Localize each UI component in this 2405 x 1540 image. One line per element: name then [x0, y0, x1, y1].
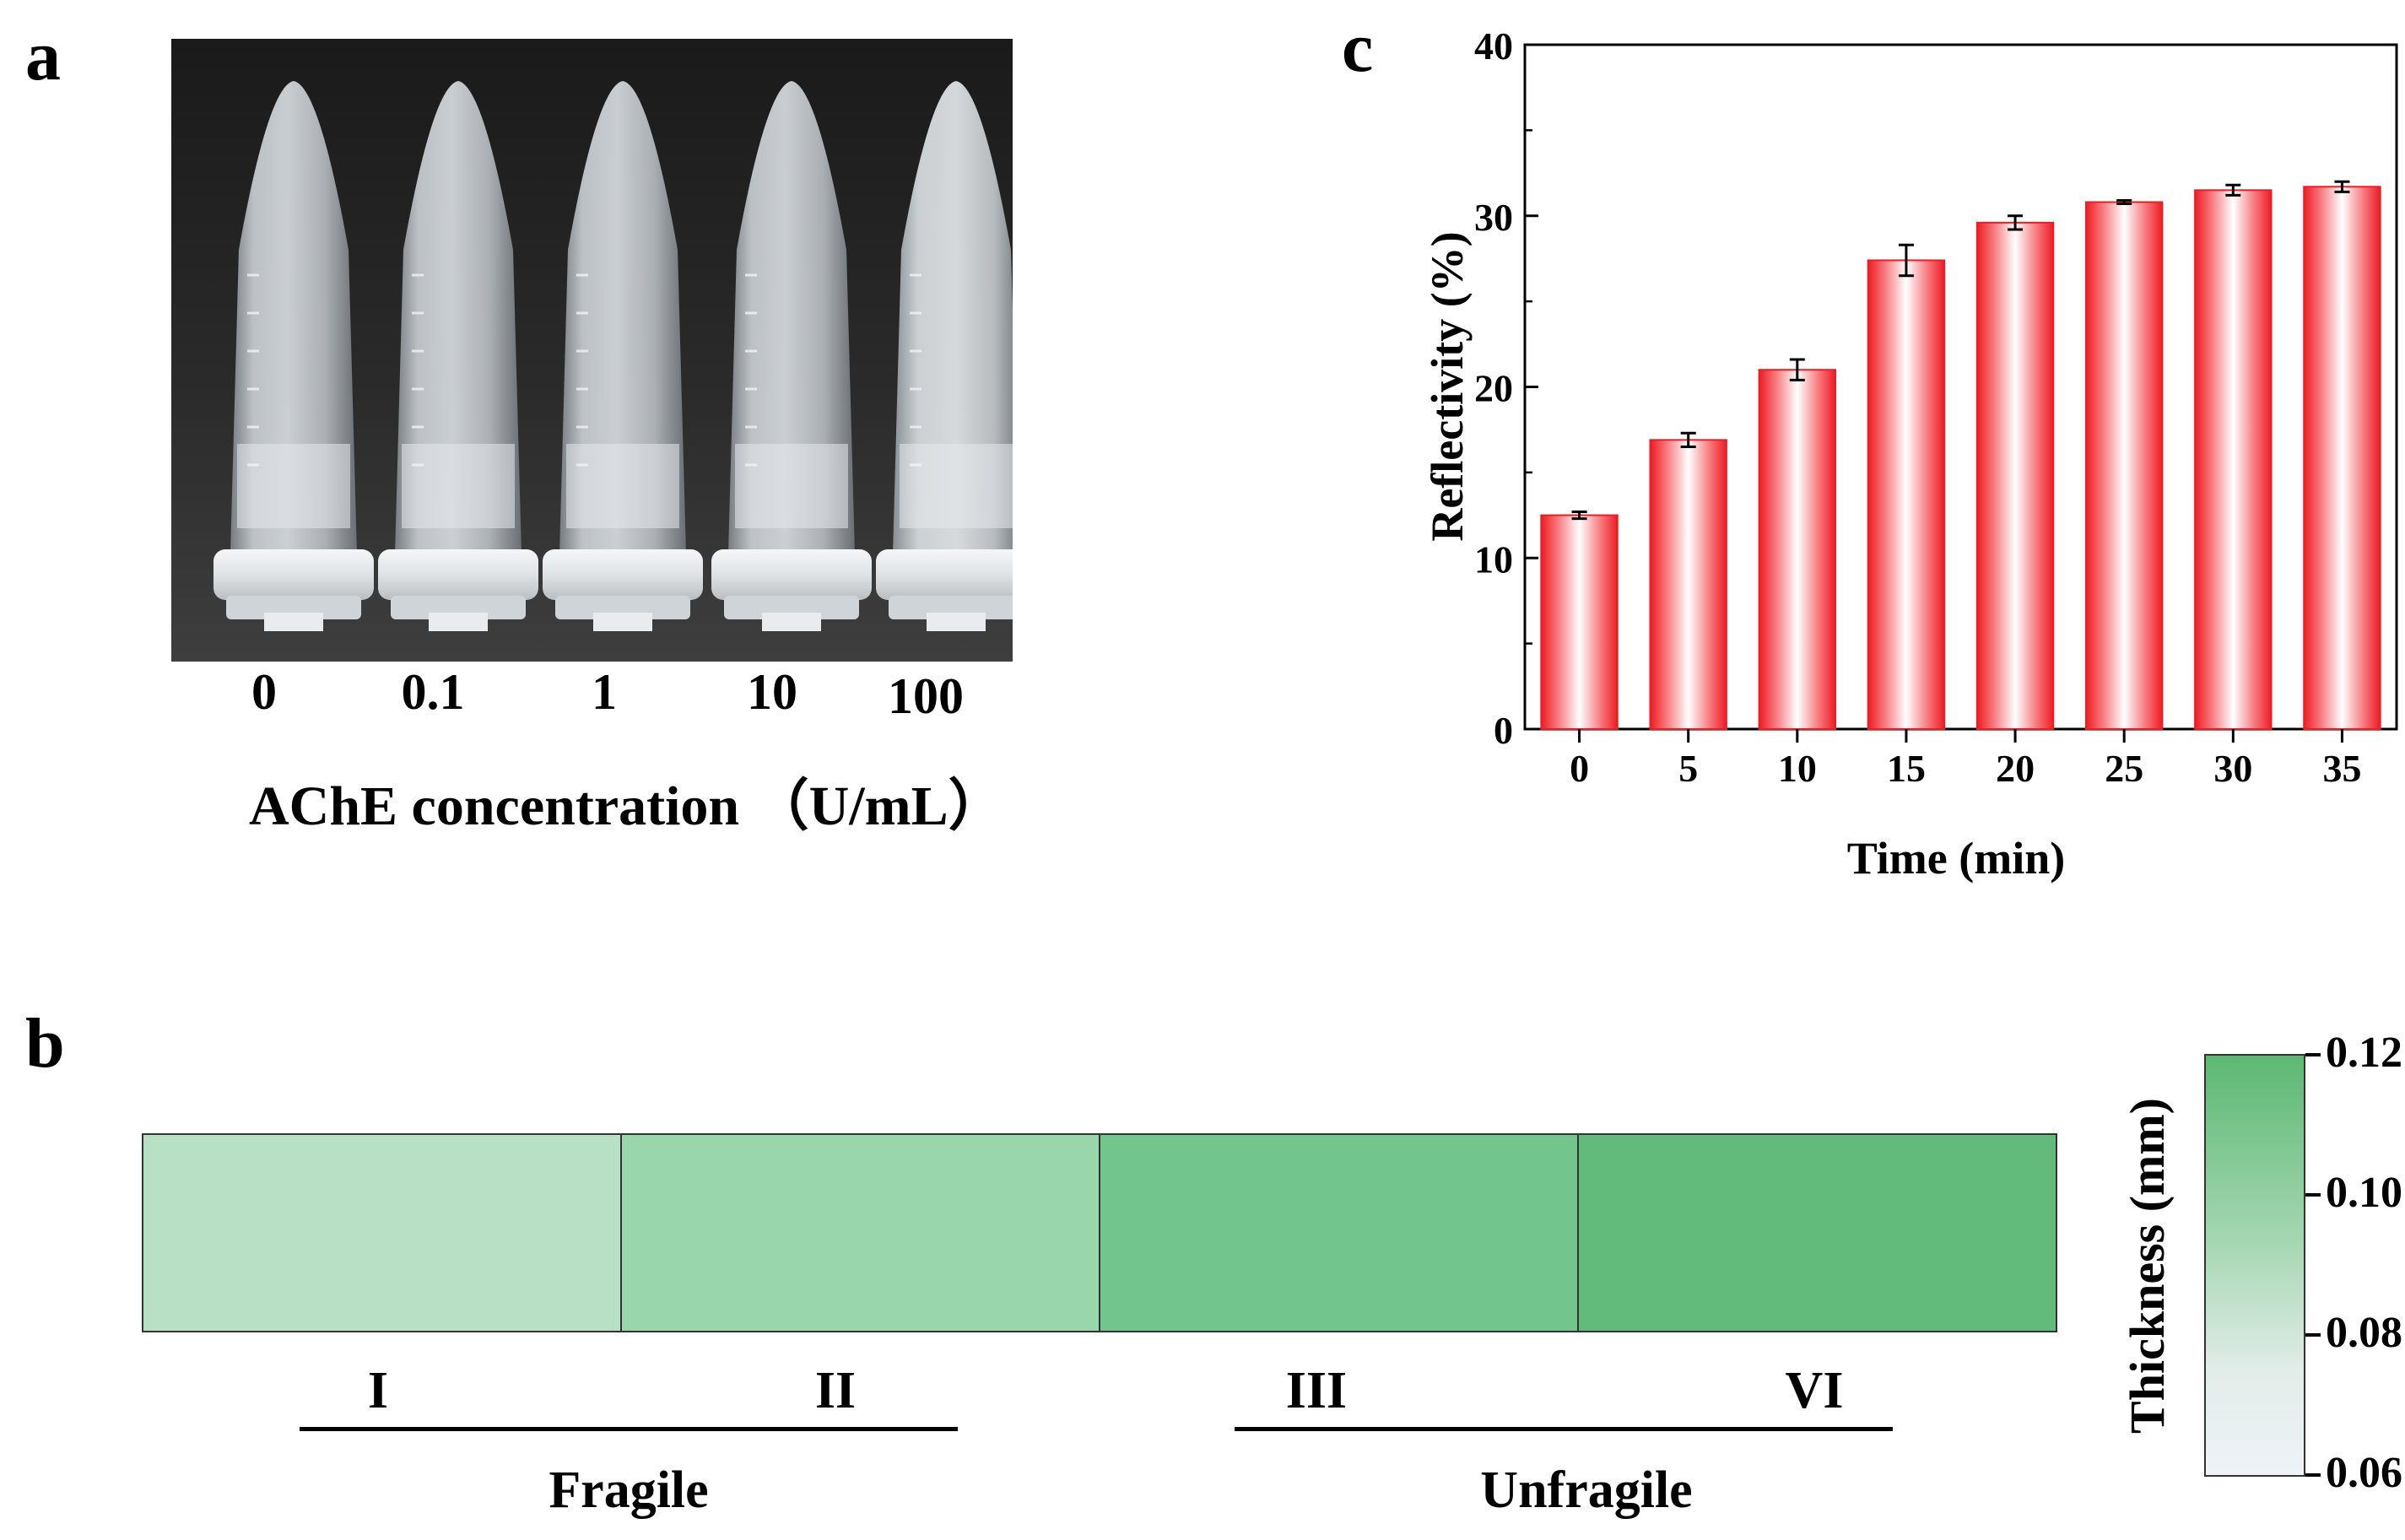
- bar: [1867, 259, 1946, 730]
- chart-y-axis-title: Reflectivity (%): [1422, 231, 1473, 542]
- x-tick-label: 10: [1778, 747, 1817, 790]
- segment-label: VI: [1785, 1362, 1844, 1419]
- panel-a-label: a: [25, 17, 61, 95]
- thickness-segment: [1577, 1135, 2056, 1331]
- concentration-label: 100: [888, 668, 964, 724]
- fragile-bracket-line: [300, 1427, 958, 1431]
- concentration-label: 0.1: [401, 664, 465, 720]
- group-label-fragile: Fragile: [549, 1462, 709, 1519]
- colorbar-tick-label: 0.12: [2326, 1029, 2402, 1077]
- group-label-unfragile: Unfragile: [1480, 1462, 1693, 1519]
- concentration-label: 10: [747, 664, 797, 720]
- bar: [2194, 189, 2273, 730]
- chart-x-axis-title: Time (min): [1846, 833, 2066, 883]
- x-tick-label: 35: [2322, 747, 2361, 790]
- tube: [876, 81, 1013, 631]
- x-tick-label: 0: [1570, 747, 1589, 790]
- x-tick-label: 25: [2105, 747, 2143, 790]
- x-tick-label: 20: [1996, 747, 2035, 790]
- thickness-strip: [142, 1133, 2057, 1332]
- tubes-photo: [171, 39, 1013, 662]
- thickness-segment: [143, 1135, 620, 1331]
- panel-c-label: c: [1342, 8, 1374, 87]
- tube: [213, 81, 374, 631]
- colorbar-tick-label: 0.10: [2326, 1169, 2402, 1217]
- y-tick-label: 40: [1474, 24, 1513, 68]
- bar: [1649, 439, 1727, 730]
- panel-b-label: b: [25, 1004, 65, 1083]
- concentration-label: 1: [592, 664, 617, 720]
- x-tick-label: 5: [1678, 747, 1698, 790]
- bar: [1975, 221, 2055, 730]
- segment-label: I: [367, 1362, 389, 1419]
- y-tick-label: 30: [1474, 196, 1513, 239]
- tube: [543, 81, 703, 631]
- y-tick-label: 0: [1494, 709, 1513, 752]
- bar: [1540, 514, 1619, 730]
- bar: [2084, 201, 2164, 730]
- colorbar-title: Thickness (mm): [2120, 1098, 2175, 1434]
- thickness-segment: [620, 1135, 1099, 1331]
- panel-a-axis-title: AChE concentration （U/mL）: [249, 775, 1004, 837]
- concentration-label: 0: [251, 664, 277, 720]
- reflectivity-bar-chart: 0 10 20 30 40 0 5 10 15 20 25 30 35: [1474, 24, 2398, 790]
- thickness-segment: [1099, 1135, 1577, 1331]
- tube: [378, 81, 538, 631]
- y-tick-label: 10: [1474, 538, 1513, 581]
- colorbar-tick-label: 0.06: [2326, 1449, 2402, 1497]
- x-tick-label: 15: [1887, 747, 1926, 790]
- colorbar-tick-mark: [2305, 1193, 2321, 1197]
- y-tick-label: 20: [1474, 367, 1513, 410]
- colorbar-tick-mark: [2305, 1333, 2321, 1337]
- bar: [1758, 369, 1837, 730]
- colorbar-tick-mark: [2305, 1053, 2321, 1056]
- tube: [711, 81, 872, 631]
- thickness-colorbar: [2204, 1054, 2305, 1477]
- segment-label: II: [814, 1362, 857, 1419]
- colorbar-tick-mark: [2305, 1473, 2321, 1477]
- unfragile-bracket-line: [1235, 1427, 1893, 1431]
- x-tick-label: 30: [2213, 747, 2252, 790]
- bar: [2303, 186, 2381, 731]
- segment-label: III: [1285, 1362, 1348, 1419]
- colorbar-tick-label: 0.08: [2326, 1309, 2402, 1357]
